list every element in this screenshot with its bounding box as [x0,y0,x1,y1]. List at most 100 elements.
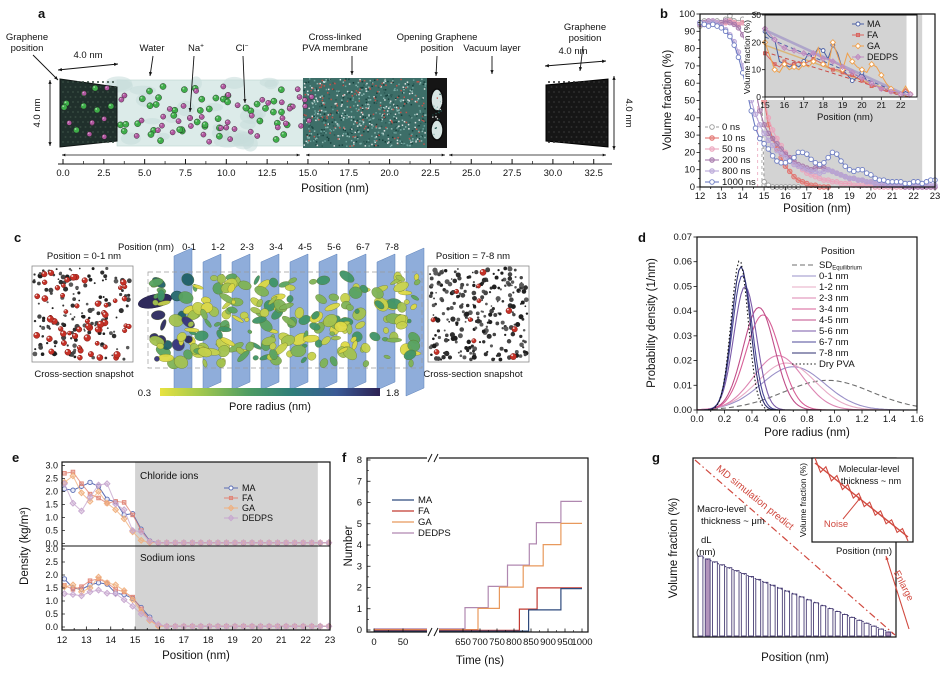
legend-label: 2-3 nm [819,293,849,304]
membrane-speckle [382,132,384,135]
ion [283,120,289,127]
membrane-speckle [312,106,314,109]
graphene-atom [558,101,560,103]
marker [752,111,759,118]
opening-speckle [436,105,438,107]
marker [820,48,826,53]
membrane-speckle [367,139,370,142]
series-chloride-dedps [63,483,329,544]
water-highlight [103,312,106,315]
membrane-speckle [414,113,416,116]
tick-label: 7 [357,476,362,487]
membrane-speckle [398,83,400,86]
ion-highlight [122,129,125,131]
water-highlight [59,327,61,329]
water-texture [176,100,195,117]
arrow [32,54,59,81]
graphene-atom [94,116,97,118]
membrane-speckle [422,83,424,86]
graphene-atom [560,116,563,118]
membrane-speckle [414,126,416,129]
polymer-atom [37,314,42,319]
graphene-atom [77,81,79,83]
membrane-speckle [383,113,386,115]
polymer-atom [90,321,94,326]
polymer-atom [37,281,41,286]
graphene-atom [593,101,595,103]
graphene-atom [580,126,583,128]
ion-highlight [172,108,175,111]
marker [804,151,810,157]
ion-highlight [219,126,221,128]
membrane-speckle [399,127,402,129]
membrane-speckle [394,106,396,108]
marker [819,60,827,68]
graphene-atom [563,141,565,143]
water-highlight [95,327,98,330]
graphene-atom [570,96,573,98]
ion-highlight [281,132,284,135]
tick-label: 16 [154,635,165,646]
membrane-speckle [303,114,306,116]
opening-speckle [435,115,437,118]
graphene-atom [97,91,99,93]
tick-label: 18 [823,191,834,202]
axis-title: Volume fraction (%) [742,20,752,94]
arrow [842,496,862,520]
membrane-speckle [342,128,345,131]
membrane-speckle [382,113,384,116]
water-highlight [506,308,509,311]
legend-label: 50 ns [722,144,745,155]
water-highlight [77,346,80,348]
polymer-atom [496,352,502,357]
membrane-speckle [360,124,362,127]
membrane-speckle [360,111,363,114]
membrane-speckle [378,138,381,141]
membrane-speckle [350,110,353,113]
polymer-atom [80,315,84,318]
series-dry-pva [697,260,917,411]
membrane-speckle [384,122,387,124]
polymer-atom [469,351,473,355]
arrowhead [612,76,616,80]
marker [129,596,137,604]
polymer-atom [433,270,439,276]
ion-highlight [176,119,179,122]
membrane-speckle [362,119,364,121]
water-highlight [124,324,126,326]
membrane-speckle [345,140,348,143]
membrane-speckle [315,144,317,146]
pore-blob [250,307,261,314]
graphene-atom [563,91,565,93]
graphene-atom [595,86,598,88]
membrane-speckle [354,120,357,123]
membrane-speckle [303,82,306,85]
membrane-speckle [402,86,404,88]
ion-highlight [95,108,98,110]
volume-bar [798,596,805,637]
membrane-speckle [377,90,379,93]
marker [849,78,855,83]
membrane-speckle [383,114,385,117]
pore-blob [227,283,236,293]
ion [166,106,173,112]
membrane-speckle [332,129,335,132]
polymer-atom [497,269,500,272]
polymer-atom [105,266,109,271]
marker [86,588,94,596]
opening-speckle [432,101,434,103]
membrane-speckle [334,106,337,109]
ion-highlight [158,138,161,141]
membrane-speckle [316,137,318,140]
polymer-atom [118,308,124,314]
colorbar [160,388,380,396]
polymer-atom [499,288,502,291]
membrane-speckle [365,125,367,128]
membrane-speckle [368,95,370,98]
membrane-speckle [352,97,355,99]
water-highlight [61,331,64,334]
volume-bar [748,576,754,637]
water-molecule [433,349,440,355]
graphene-atom [590,96,593,98]
